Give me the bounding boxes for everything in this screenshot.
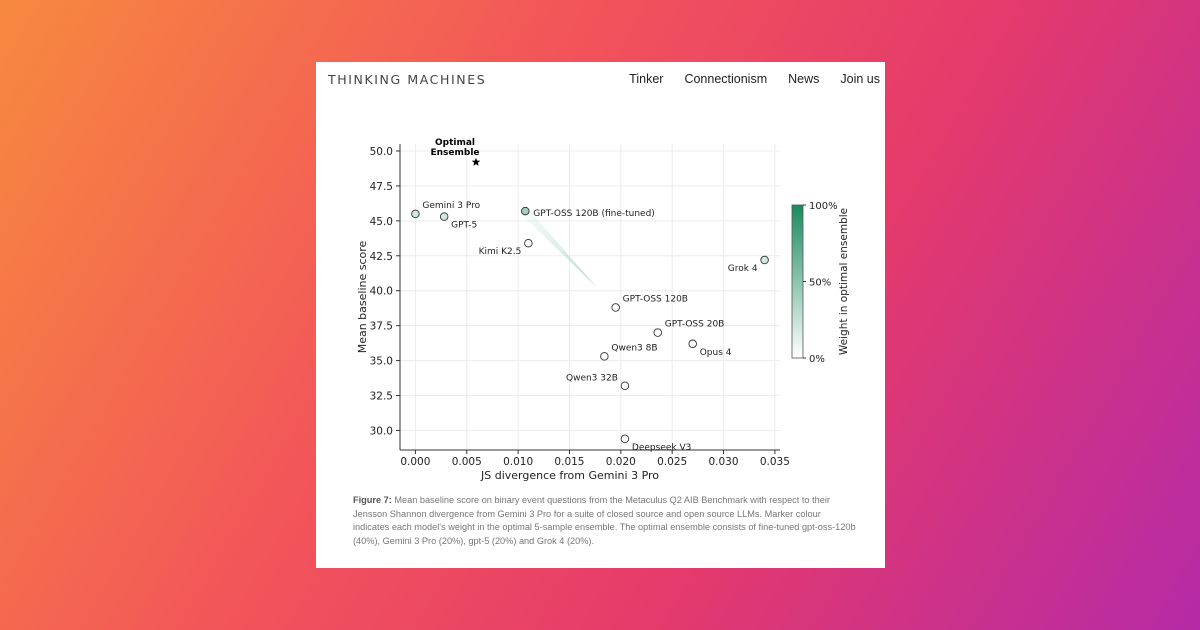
top-nav: Tinker Connectionism News Join us bbox=[629, 72, 880, 86]
x-tick-label: 0.020 bbox=[606, 456, 636, 468]
x-tick-label: 0.015 bbox=[554, 456, 584, 468]
data-point bbox=[521, 206, 530, 216]
site-header: THINKING MACHINES Tinker Connectionism N… bbox=[316, 62, 885, 102]
optimal-ensemble-label: Ensemble bbox=[430, 148, 479, 158]
colorbar-label: Weight in optimal ensemble bbox=[838, 208, 850, 355]
data-point-label: Qwen3 32B bbox=[566, 374, 618, 384]
data-point-label: Kimi K2.5 bbox=[479, 247, 522, 257]
figure-chart: 0.000 0.005 0.010 0.015 0.020 0.025 0.030 0.035… bbox=[316, 122, 885, 492]
site-logo[interactable]: THINKING MACHINES bbox=[328, 72, 487, 87]
y-tick-label: 37.5 bbox=[370, 321, 393, 333]
caption-label: Figure 7: bbox=[353, 495, 392, 505]
y-tick-label: 30.0 bbox=[370, 425, 393, 437]
x-tick-label: 0.010 bbox=[503, 456, 533, 468]
y-tick-label: 32.5 bbox=[370, 391, 393, 403]
data-point bbox=[620, 434, 630, 444]
y-tick-label: 42.5 bbox=[370, 251, 393, 263]
data-point bbox=[439, 212, 449, 221]
data-point bbox=[611, 303, 620, 312]
caption-text: Mean baseline score on binary event ques… bbox=[353, 495, 856, 546]
nav-link-connectionism[interactable]: Connectionism bbox=[684, 72, 768, 86]
data-point-label: GPT-OSS 20B bbox=[665, 320, 725, 330]
data-point bbox=[600, 352, 609, 361]
data-point-label: GPT-OSS 120B bbox=[623, 294, 688, 304]
x-tick-label: 0.035 bbox=[760, 456, 790, 468]
data-point bbox=[653, 328, 663, 337]
y-tick-label: 50.0 bbox=[370, 146, 393, 158]
figure-caption: Figure 7: Mean baseline score on binary … bbox=[353, 494, 858, 548]
data-point-label: Grok 4 bbox=[728, 264, 758, 274]
x-tick-label: 0.000 bbox=[400, 456, 430, 468]
data-point-label: GPT-OSS 120B (fine-tuned) bbox=[533, 209, 655, 219]
y-tick-label: 35.0 bbox=[370, 356, 393, 368]
data-point-label: Qwen3 8B bbox=[611, 343, 657, 353]
y-axis-label: Mean baseline score bbox=[356, 240, 369, 353]
content-card: THINKING MACHINES Tinker Connectionism N… bbox=[316, 62, 885, 568]
nav-link-join-us[interactable]: Join us bbox=[840, 72, 880, 86]
x-tick-label: 0.005 bbox=[452, 456, 482, 468]
colorbar-tick-label: 0% bbox=[809, 354, 825, 365]
fine-tune-arrow bbox=[522, 208, 598, 288]
data-point-label: Deepseek V3 bbox=[632, 443, 691, 453]
data-point bbox=[524, 238, 533, 248]
x-tick-label: 0.030 bbox=[708, 456, 738, 468]
x-axis-label: JS divergence from Gemini 3 Pro bbox=[480, 469, 659, 482]
data-point bbox=[411, 209, 420, 219]
colorbar-tick-label: 50% bbox=[809, 278, 831, 289]
data-point-label: GPT-5 bbox=[451, 221, 477, 231]
y-tick-label: 47.5 bbox=[370, 181, 393, 193]
nav-link-news[interactable]: News bbox=[788, 72, 820, 86]
data-point bbox=[620, 381, 630, 390]
data-point-label: Gemini 3 Pro bbox=[422, 201, 480, 211]
data-point-label: Opus 4 bbox=[700, 348, 732, 358]
data-point bbox=[688, 339, 697, 349]
y-tick-label: 40.0 bbox=[370, 286, 393, 298]
y-tick-label: 45.0 bbox=[370, 216, 393, 228]
nav-link-tinker[interactable]: Tinker bbox=[629, 72, 664, 86]
optimal-ensemble-label: Optimal bbox=[435, 138, 475, 148]
colorbar-tick-label: 100% bbox=[809, 201, 838, 212]
scatter-chart-svg: 0.000 0.005 0.010 0.015 0.020 0.025 0.030 0.035… bbox=[356, 138, 850, 482]
optimal-star-marker bbox=[471, 157, 481, 166]
data-point bbox=[760, 255, 769, 265]
colorbar bbox=[791, 204, 804, 359]
x-tick-label: 0.025 bbox=[657, 456, 687, 468]
